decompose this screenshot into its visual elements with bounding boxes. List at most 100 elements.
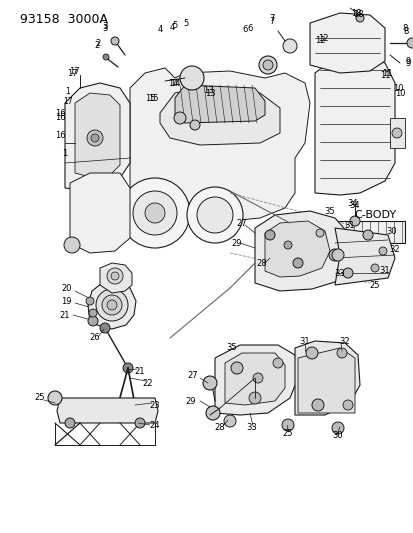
Polygon shape [254, 211, 351, 291]
Circle shape [123, 363, 133, 373]
Text: 17: 17 [63, 96, 73, 106]
Text: 14: 14 [167, 78, 178, 87]
Text: 8: 8 [401, 23, 407, 33]
Circle shape [87, 130, 103, 146]
Text: 3: 3 [102, 21, 107, 30]
Circle shape [206, 406, 219, 420]
Text: 2: 2 [95, 38, 100, 47]
Text: 16: 16 [55, 131, 65, 140]
Text: 4: 4 [169, 22, 174, 31]
Circle shape [64, 237, 80, 253]
Text: C-BODY: C-BODY [353, 210, 395, 220]
Circle shape [315, 229, 323, 237]
Circle shape [328, 249, 340, 261]
Circle shape [48, 391, 62, 405]
Circle shape [103, 54, 109, 60]
Polygon shape [159, 88, 279, 145]
Circle shape [259, 56, 276, 74]
Text: 20: 20 [62, 284, 72, 293]
Polygon shape [224, 353, 284, 405]
Text: 31: 31 [344, 221, 354, 230]
Polygon shape [175, 85, 264, 123]
Polygon shape [70, 173, 130, 253]
Text: 12: 12 [317, 34, 328, 43]
Circle shape [111, 37, 119, 45]
Circle shape [88, 316, 98, 326]
Polygon shape [88, 281, 136, 329]
Circle shape [342, 400, 352, 410]
Circle shape [331, 249, 343, 261]
Text: 21: 21 [134, 367, 145, 376]
Circle shape [180, 66, 204, 90]
Text: 32: 32 [339, 336, 349, 345]
Circle shape [362, 230, 372, 240]
Text: 23: 23 [150, 400, 160, 409]
Circle shape [173, 112, 185, 124]
Text: 35: 35 [324, 206, 335, 215]
Text: 6: 6 [242, 25, 247, 34]
Text: 17: 17 [69, 67, 79, 76]
Circle shape [202, 376, 216, 390]
Text: 26: 26 [90, 334, 100, 343]
Circle shape [102, 295, 122, 315]
Circle shape [197, 197, 233, 233]
Circle shape [262, 60, 272, 70]
Text: 18: 18 [352, 10, 363, 19]
Polygon shape [130, 68, 309, 225]
Circle shape [100, 323, 110, 333]
Text: 29: 29 [231, 238, 242, 247]
Text: 27: 27 [236, 219, 247, 228]
Text: 34: 34 [347, 198, 357, 207]
Polygon shape [314, 55, 394, 195]
Circle shape [282, 39, 296, 53]
Circle shape [391, 128, 401, 138]
Polygon shape [264, 221, 329, 277]
Text: 8: 8 [402, 27, 408, 36]
Circle shape [378, 247, 386, 255]
Circle shape [135, 418, 145, 428]
Circle shape [248, 392, 260, 404]
Text: 29: 29 [185, 397, 195, 406]
Text: 11: 11 [379, 70, 389, 79]
Circle shape [89, 309, 97, 317]
Circle shape [342, 268, 352, 278]
Text: 14: 14 [169, 78, 180, 87]
Circle shape [190, 120, 199, 130]
Text: 16: 16 [55, 112, 65, 122]
Text: 18: 18 [350, 9, 361, 18]
Circle shape [349, 216, 359, 226]
Text: 13: 13 [204, 88, 215, 98]
Text: 33: 33 [246, 424, 257, 432]
Text: 1: 1 [66, 86, 70, 95]
Circle shape [145, 203, 165, 223]
Text: 7: 7 [269, 13, 274, 22]
Text: 28: 28 [256, 259, 267, 268]
Circle shape [305, 347, 317, 359]
Text: 5: 5 [183, 19, 188, 28]
Circle shape [336, 348, 346, 358]
Circle shape [355, 14, 363, 22]
Text: 25: 25 [369, 280, 379, 289]
Circle shape [133, 191, 177, 235]
Text: 21: 21 [59, 311, 70, 319]
Circle shape [264, 230, 274, 240]
Polygon shape [65, 83, 130, 190]
Text: 31: 31 [379, 265, 389, 274]
Text: 30: 30 [332, 432, 342, 440]
Text: 7: 7 [269, 17, 274, 26]
Text: 4: 4 [157, 25, 162, 34]
Circle shape [223, 415, 235, 427]
Polygon shape [297, 348, 354, 413]
Circle shape [230, 362, 242, 374]
Circle shape [406, 38, 413, 48]
Polygon shape [57, 398, 158, 423]
Text: 24: 24 [150, 421, 160, 430]
Text: 27: 27 [187, 372, 197, 381]
Text: 13: 13 [202, 85, 213, 94]
Text: 15: 15 [147, 93, 158, 102]
Bar [389, 118, 404, 148]
Polygon shape [334, 228, 394, 285]
Text: 28: 28 [214, 424, 225, 432]
Text: 16: 16 [55, 109, 65, 117]
Circle shape [65, 418, 75, 428]
